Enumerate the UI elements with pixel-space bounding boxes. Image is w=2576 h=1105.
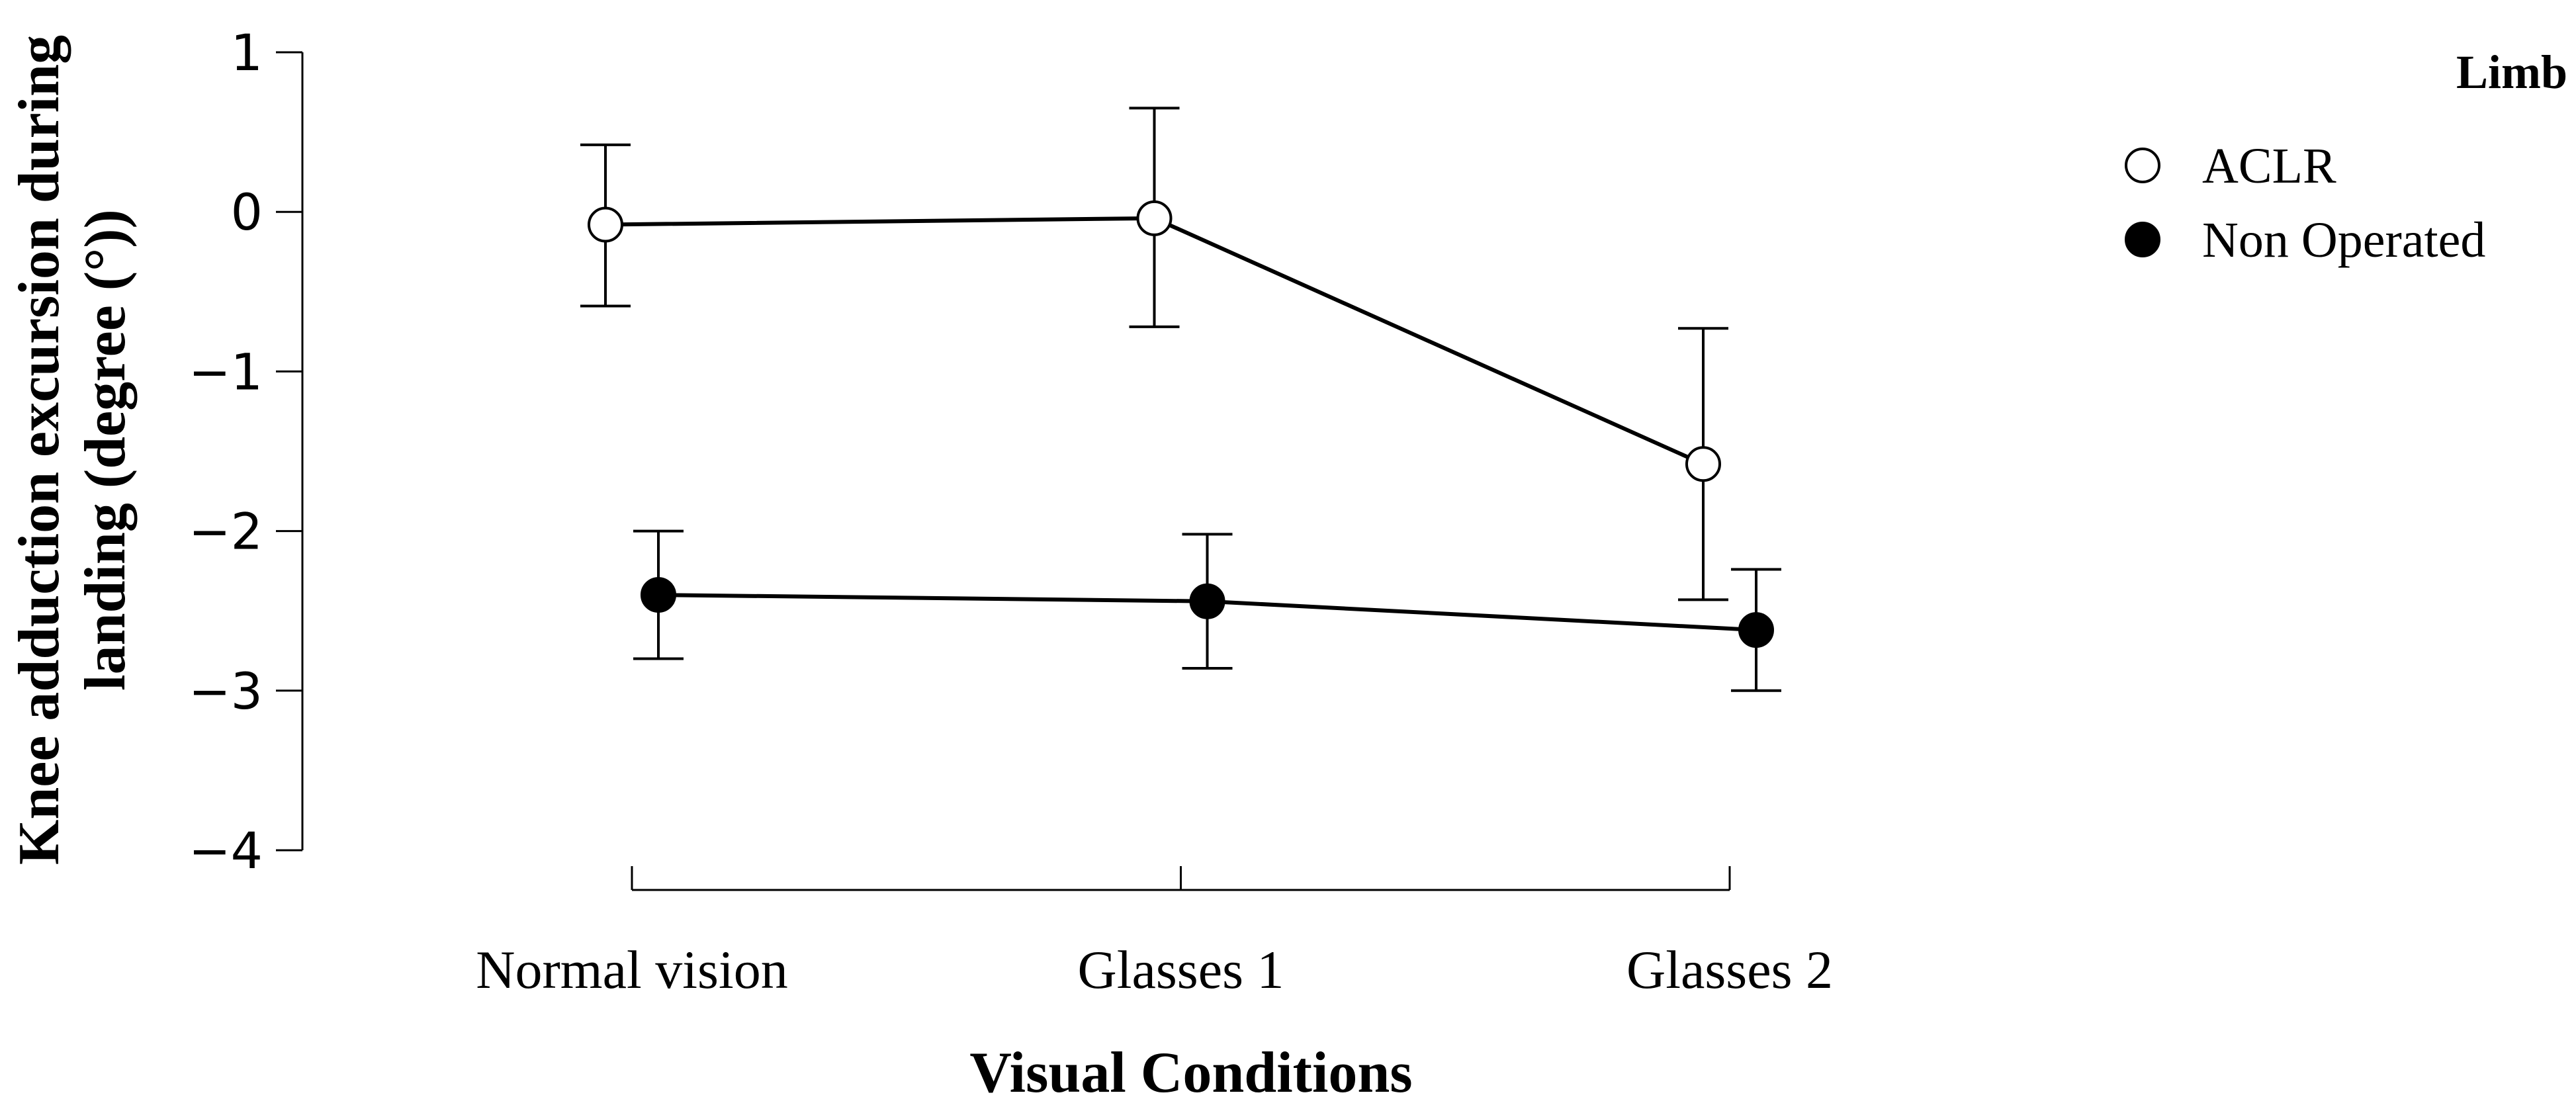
y-tick-label: 1 (231, 23, 263, 82)
y-tick-label: −1 (189, 342, 263, 401)
legend-marker (2125, 222, 2160, 257)
data-point-aclr (588, 206, 623, 243)
x-tick-label: Glasses 2 (1626, 940, 1833, 1000)
y-axis-title-text: Knee adduction excursion duringlanding (… (7, 35, 138, 865)
y-tick-label: −3 (189, 662, 263, 721)
legend-marker (2125, 148, 2160, 183)
x-axis: Normal vision Glasses 1 Glasses 2 (476, 866, 1833, 1000)
legend: Limb ACLR Non Operated (2125, 46, 2567, 268)
y-axis: 1 0 −1 −2 −3 −4 (189, 23, 304, 880)
data-point-aclr (1685, 446, 1721, 482)
legend-label: Non Operated (2202, 212, 2485, 268)
x-axis-title: Visual Conditions (969, 1041, 1412, 1105)
legend-title: Limb (2456, 46, 2567, 99)
data-point-non-operated (641, 577, 676, 613)
y-axis-title: Knee adduction excursion duringlanding (… (7, 35, 138, 865)
data-point-non-operated (1738, 612, 1774, 648)
y-tick-label: 0 (231, 183, 263, 242)
x-tick-label: Normal vision (476, 940, 787, 1000)
data-point-non-operated (1189, 583, 1225, 619)
x-tick-label: Glasses 1 (1077, 940, 1284, 1000)
data-point-aclr (1136, 200, 1173, 236)
series-layer (580, 107, 1781, 692)
legend-label: ACLR (2202, 138, 2336, 194)
y-tick-label: −2 (189, 502, 263, 561)
y-tick-label: −4 (189, 821, 263, 880)
